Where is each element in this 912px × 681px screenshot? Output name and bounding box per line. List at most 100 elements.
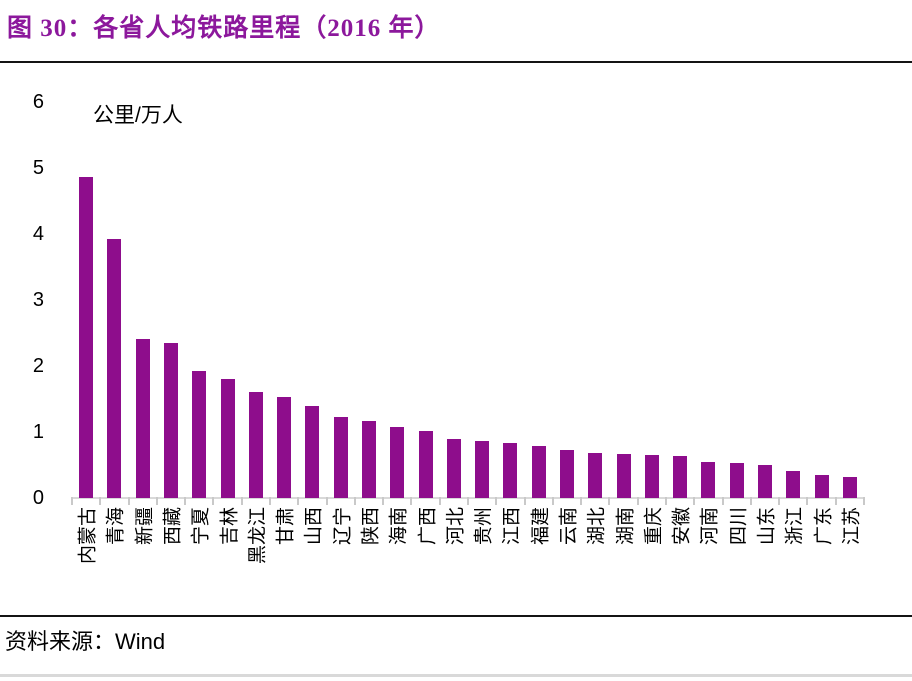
x-axis-tick <box>523 497 526 505</box>
bar <box>390 427 405 498</box>
x-axis-tick <box>269 497 271 505</box>
y-axis-tick-label: 6 <box>32 91 44 113</box>
x-axis-tick <box>184 497 187 505</box>
bar <box>277 397 292 498</box>
x-axis-tick <box>580 497 583 505</box>
x-axis-tick <box>99 497 102 505</box>
bar <box>333 417 348 498</box>
x-axis-category-label-text: 海南 <box>388 507 410 546</box>
x-axis-category-label-text: 贵州 <box>473 507 495 546</box>
bar <box>305 406 320 498</box>
x-axis-category-label-text: 内蒙古 <box>77 507 99 565</box>
x-axis-tick <box>325 497 328 505</box>
x-axis-category-label-text: 新疆 <box>134 507 156 546</box>
x-axis-tick <box>636 497 639 505</box>
bar <box>475 441 490 498</box>
bottom-border <box>0 674 912 677</box>
y-axis-tick-label: 2 <box>32 355 44 377</box>
y-axis-tick-label: 5 <box>32 157 44 179</box>
y-axis-tick-label: 4 <box>32 223 44 245</box>
x-axis-category-label-text: 吉林 <box>219 507 241 546</box>
x-axis-category-label-text: 山东 <box>756 507 778 546</box>
bar <box>531 446 546 498</box>
x-axis-category-label-text: 湖南 <box>615 507 637 546</box>
x-axis-category-label-text: 甘肃 <box>275 507 297 546</box>
x-axis-tick <box>467 497 469 505</box>
x-axis-tick <box>438 497 441 505</box>
figure-title: 图 30：各省人均铁路里程（2016 年） <box>7 15 441 42</box>
bar <box>248 392 263 498</box>
x-axis-category-label-text: 浙江 <box>784 507 806 546</box>
x-axis-tick <box>410 497 413 505</box>
bar-chart: 公里/万人 0 1 2 3 4 5 6 内蒙古 青海 新疆 西藏 宁夏 吉林 黑龙江 甘肃 山西 辽宁 陕西 海南… <box>32 91 865 565</box>
bar <box>135 339 150 498</box>
y-axis-unit-label: 公里/万人 <box>93 104 183 127</box>
bar <box>588 453 603 498</box>
x-axis-tick <box>665 497 667 505</box>
x-axis-category-label-text: 黑龙江 <box>247 507 269 565</box>
x-axis-tick <box>495 497 498 505</box>
bar <box>107 239 122 498</box>
bar <box>814 475 829 498</box>
bar <box>786 471 801 498</box>
bar <box>701 462 716 498</box>
bar <box>446 439 461 498</box>
x-axis-category-label-text: 西藏 <box>162 507 184 546</box>
x-axis-tick <box>778 497 781 505</box>
y-axis-tick-label: 0 <box>32 487 44 509</box>
x-axis-tick <box>749 497 752 505</box>
x-axis-category-label-text: 宁夏 <box>190 507 212 546</box>
bar <box>79 177 94 498</box>
source-note: 资料来源：Wind <box>5 624 165 656</box>
bar <box>362 421 376 498</box>
x-axis-tick <box>155 497 158 505</box>
x-axis-tick <box>71 497 73 505</box>
x-axis-tick <box>212 497 215 505</box>
x-axis-category-label-text: 江苏 <box>841 507 863 546</box>
bar <box>192 371 207 498</box>
bar <box>560 450 574 498</box>
x-axis-tick <box>806 497 809 505</box>
x-axis-tick <box>382 497 385 505</box>
bar <box>616 454 631 498</box>
x-axis-category-label-text: 陕西 <box>360 507 382 546</box>
x-axis-category-label-text: 重庆 <box>643 507 665 546</box>
x-axis-category-label-text: 广东 <box>813 507 835 546</box>
x-axis-category-label-text: 河南 <box>699 507 721 546</box>
bar <box>842 477 857 498</box>
bar <box>164 343 178 498</box>
x-axis-category-label-text: 广西 <box>417 507 439 546</box>
bar <box>673 456 688 498</box>
x-axis-tick <box>721 497 724 505</box>
bar <box>758 465 772 498</box>
x-axis-category-label-text: 湖北 <box>586 507 608 546</box>
x-axis-category-label-text: 云南 <box>558 507 580 546</box>
bar <box>729 463 744 498</box>
title-divider <box>0 61 912 63</box>
x-axis-category-label-text: 青海 <box>105 507 127 546</box>
x-axis-category-label-text: 辽宁 <box>332 507 354 546</box>
y-axis-tick-label: 3 <box>32 289 44 311</box>
x-axis-tick <box>240 497 243 505</box>
bar <box>418 431 433 498</box>
x-axis-category-label-text: 山西 <box>303 507 325 546</box>
y-axis-tick-label: 1 <box>32 421 44 443</box>
x-axis-category-label-text: 河北 <box>445 507 467 546</box>
bar <box>220 379 235 498</box>
bar <box>503 443 518 498</box>
x-axis-tick <box>127 497 130 505</box>
x-axis-category-label-text: 安徽 <box>671 507 693 546</box>
x-axis-tick <box>297 497 300 505</box>
x-axis-category-label-text: 福建 <box>530 507 552 546</box>
x-axis-tick <box>693 497 696 505</box>
x-axis-category-label-text: 四川 <box>728 507 750 546</box>
bar <box>644 455 659 498</box>
x-axis-category-label-text: 江西 <box>501 507 523 546</box>
x-axis-tick <box>863 497 865 505</box>
x-axis-tick <box>608 497 611 505</box>
x-axis-tick <box>551 497 554 505</box>
footer-divider <box>0 615 912 617</box>
x-axis-tick <box>353 497 356 505</box>
x-axis-tick <box>834 497 837 505</box>
